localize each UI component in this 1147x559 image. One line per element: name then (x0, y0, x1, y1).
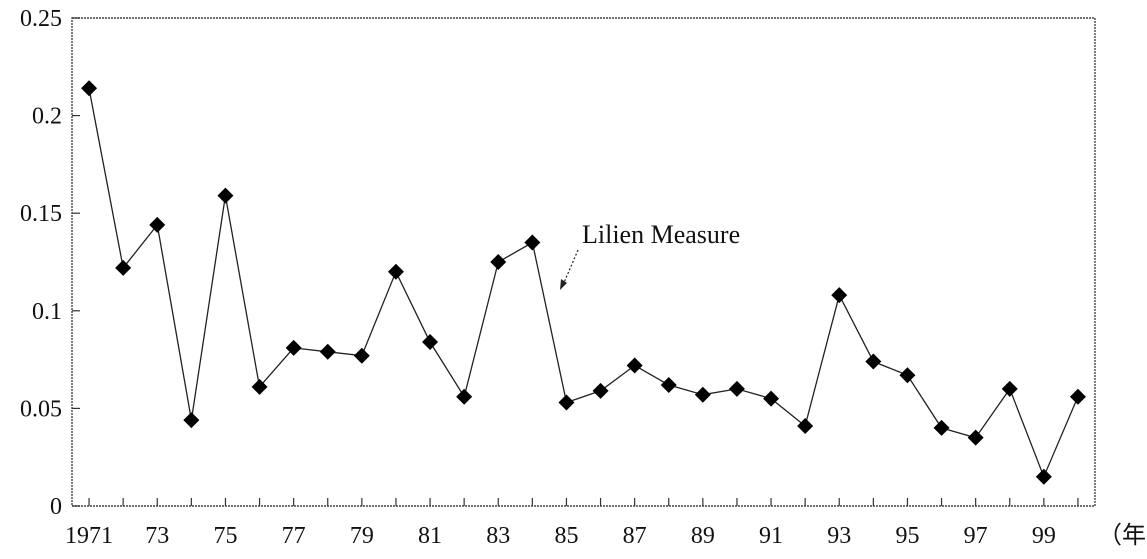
data-point-marker (1069, 388, 1086, 405)
data-point-marker (217, 187, 234, 204)
series-line (88, 88, 1079, 479)
data-point-marker (353, 347, 370, 364)
x-tick-label: 93 (827, 523, 851, 549)
x-tick-label: 97 (964, 523, 988, 549)
y-tick-label: 0.05 (20, 396, 62, 422)
y-tick-label: 0 (50, 494, 62, 520)
y-axis: 0 0.05 0.1 0.15 0.2 0.25 (20, 6, 80, 520)
x-axis-label: （年） (1098, 522, 1147, 549)
data-point-marker (285, 339, 302, 356)
annotation-arrowhead (560, 279, 567, 290)
data-point-marker (933, 419, 950, 436)
x-tick-label: 1971 (65, 523, 113, 549)
x-tick-label: 99 (1032, 523, 1056, 549)
x-tick-label: 91 (759, 523, 783, 549)
data-point-marker (456, 388, 473, 405)
x-tick-label: 85 (554, 523, 578, 549)
annotation-arrow-line (562, 249, 579, 286)
data-point-marker (319, 343, 336, 360)
y-tick-label: 0.25 (20, 6, 62, 32)
data-point-marker (81, 80, 98, 97)
annotation-label: Lilien Measure (582, 220, 740, 249)
data-point-marker (831, 287, 848, 304)
data-point-marker (422, 334, 439, 351)
data-point-marker (251, 378, 268, 395)
annotation: Lilien Measure (560, 220, 740, 290)
data-point-marker (763, 390, 780, 407)
data-point-marker (660, 376, 677, 393)
data-point-marker (1035, 468, 1052, 485)
y-tick-label: 0.2 (32, 104, 62, 130)
x-tick-label: 89 (691, 523, 715, 549)
data-point-marker (387, 263, 404, 280)
x-axis: 1971 73 75 77 79 81 83 85 87 89 91 93 95 97 99 (65, 498, 1079, 549)
x-tick-label: 87 (623, 523, 647, 549)
data-point-marker (865, 353, 882, 370)
data-point-marker (490, 254, 507, 270)
data-point-marker (592, 382, 609, 399)
data-point-marker (728, 380, 745, 397)
x-tick-label: 81 (418, 523, 442, 549)
data-point-marker (149, 216, 166, 233)
data-point-marker (626, 357, 643, 374)
x-tick-label: 83 (486, 523, 510, 549)
x-tick-label: 73 (145, 523, 169, 549)
data-point-marker (797, 417, 814, 434)
data-point-marker (115, 259, 132, 276)
data-point-marker (1001, 380, 1018, 397)
data-point-marker (558, 394, 575, 411)
data-point-marker (899, 367, 916, 384)
y-tick-label: 0.15 (20, 201, 62, 227)
plot-frame (71, 17, 1096, 507)
x-tick-label: 75 (213, 523, 237, 549)
data-point-marker (183, 412, 200, 429)
x-tick-label: 79 (350, 523, 374, 549)
data-point-marker (524, 234, 541, 251)
x-tick-label: 95 (895, 523, 919, 549)
y-tick-label: 0.1 (32, 299, 62, 325)
data-point-marker (967, 429, 984, 446)
data-point-marker (694, 386, 711, 403)
series-lilien-measure (81, 80, 1086, 485)
x-tick-label: 77 (282, 523, 306, 549)
